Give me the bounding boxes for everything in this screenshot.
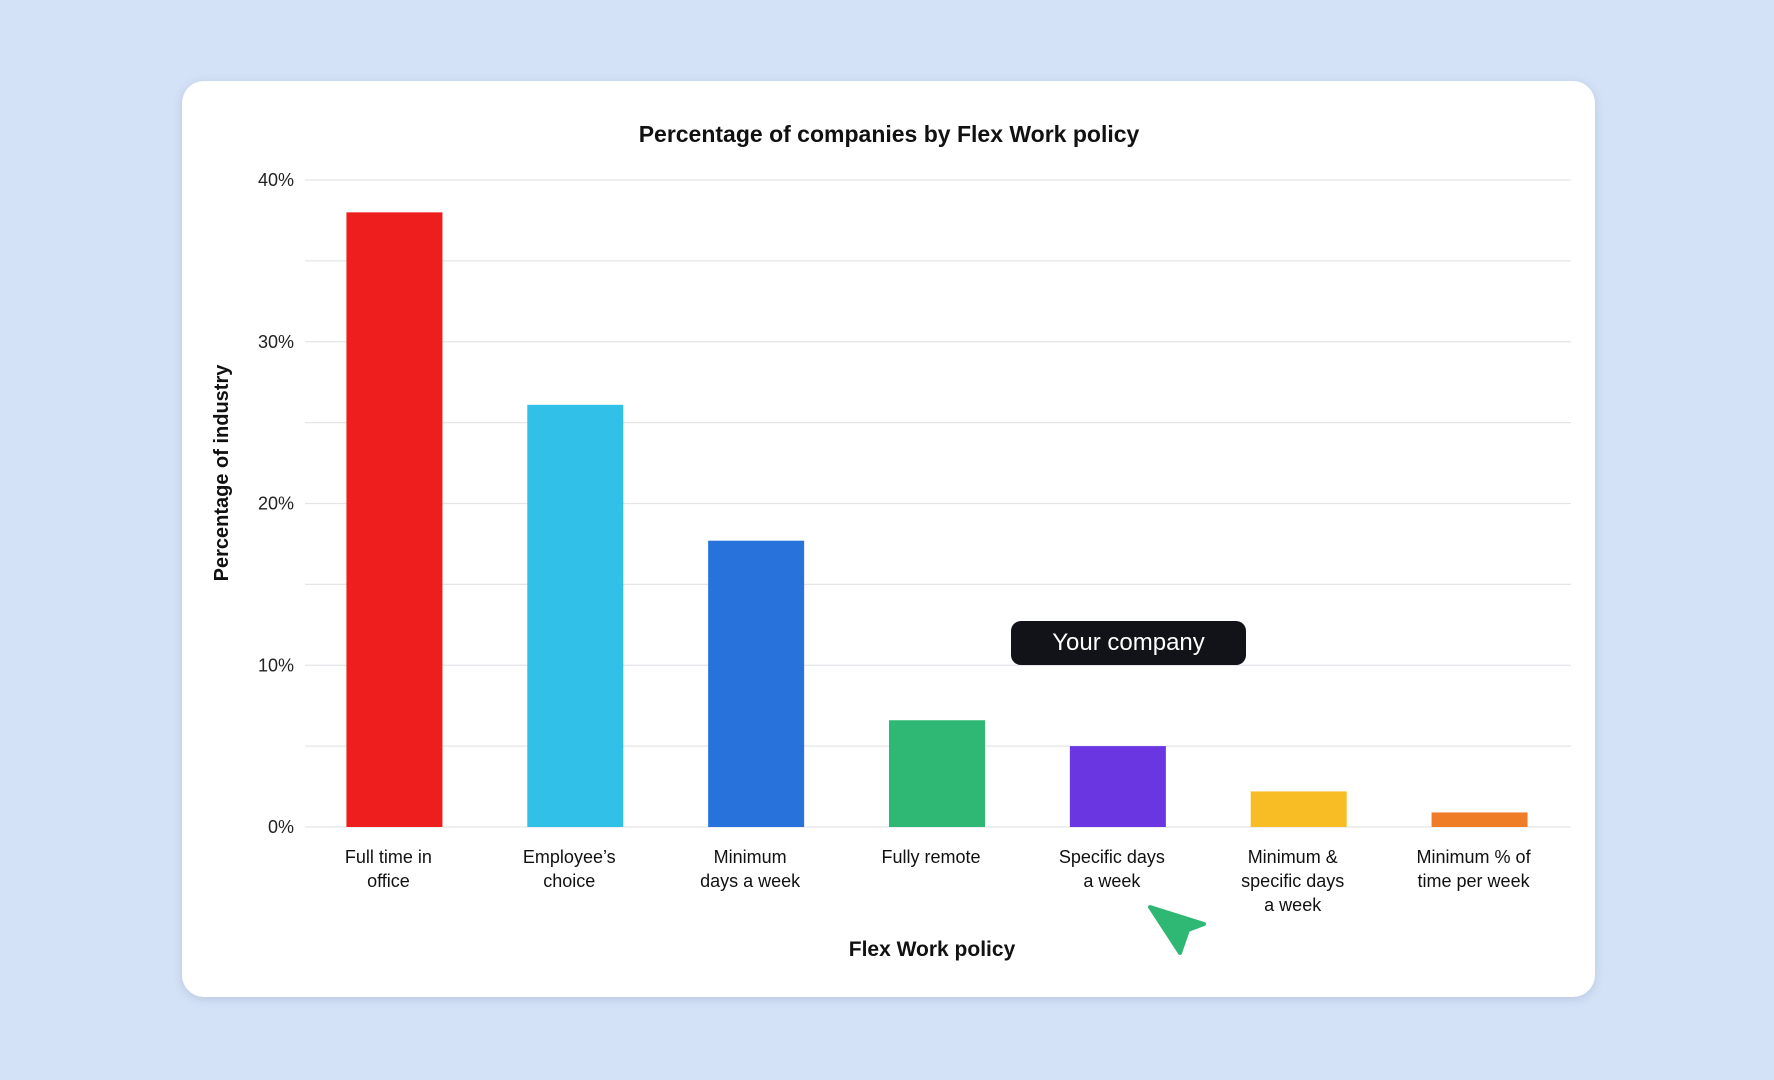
x-tick-label: Fully remote [881,847,981,867]
x-tick-label: Specific days a week [1058,847,1165,891]
y-axis-label: Percentage of industry [211,364,233,582]
y-tick-label: 40% [258,170,294,190]
y-tick-label: 20% [258,494,294,514]
x-tick-label: Full time in office [344,847,432,891]
bar [889,720,985,827]
x-tick-label: Minimum & specific days a week [1241,847,1345,915]
bar [527,404,624,827]
y-tick-label: 0% [268,817,294,837]
tooltip: Your company [1011,621,1246,665]
y-tick-label: 10% [258,655,294,675]
bar [1250,791,1347,827]
x-tick-label: Minimum days a week [700,847,801,891]
x-axis-label: Flex Work policy [849,938,1016,961]
bar [346,212,443,828]
x-tick-label: Employee’s choice [522,847,616,891]
bar [708,540,805,827]
bar [1069,746,1166,827]
bar [1431,812,1528,827]
x-tick-label: Minimum % of time per week [1416,847,1531,891]
chart-title: Percentage of companies by Flex Work pol… [639,121,1140,147]
y-tick-label: 30% [258,332,294,352]
